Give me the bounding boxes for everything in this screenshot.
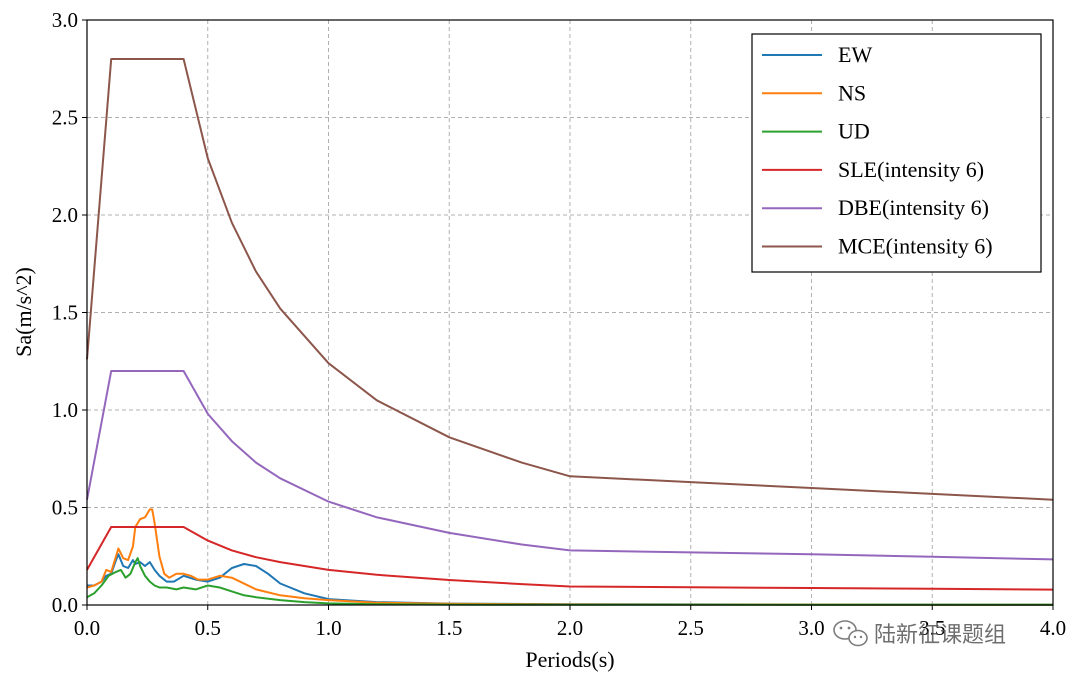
y-tick-label: 1.5 [52, 301, 78, 325]
wechat-icon [833, 620, 868, 647]
series-lines [86, 58, 1054, 606]
y-tick-label: 2.5 [52, 106, 78, 130]
grid [87, 20, 1053, 605]
legend-label: EW [838, 42, 872, 67]
x-tick-label: 1.0 [315, 616, 341, 640]
x-tick-label: 4.0 [1040, 616, 1066, 640]
y-tick-label: 2.0 [52, 203, 78, 227]
legend-label: SLE(intensity 6) [838, 157, 984, 182]
x-tick-label: 1.5 [436, 616, 462, 640]
watermark-text: 陆新征课题组 [874, 623, 1006, 648]
watermark: 陆新征课题组 [833, 620, 1006, 648]
series-line-1 [86, 508, 1053, 606]
legend: EW NS UD SLE(intensity 6) DBE(intensity 6) MC… [751, 33, 1042, 273]
x-tick-label: 3.0 [798, 616, 824, 640]
x-tick-label: 0.5 [195, 616, 221, 640]
x-tick-label: 3.5 [919, 616, 945, 640]
y-axis-label: Sa(m/s^2) [11, 267, 36, 357]
x-axis-label: Periods(s) [525, 647, 614, 672]
y-tick-label: 1.0 [52, 398, 78, 422]
legend-label: DBE(intensity 6) [838, 195, 989, 220]
y-tick-label: 0.0 [52, 593, 78, 617]
x-tick-label: 2.0 [557, 616, 583, 640]
x-tick-label: 2.5 [678, 616, 704, 640]
x-tick-label: 0.0 [74, 616, 100, 640]
legend-label: MCE(intensity 6) [838, 234, 993, 259]
legend-box [751, 33, 1042, 273]
axis-ticks: 0.0 0.5 1.0 1.5 2.0 2.5 3.0 3.5 4.0 0.0 0.5 1.0 1.5 2… [52, 8, 1066, 640]
legend-label: NS [838, 80, 866, 105]
legend-label: UD [838, 119, 870, 144]
y-tick-label: 3.0 [52, 8, 78, 32]
series-line-5 [86, 58, 1054, 501]
series-line-4 [86, 370, 1054, 561]
y-tick-label: 0.5 [52, 496, 78, 520]
series-line-3 [86, 526, 1054, 591]
